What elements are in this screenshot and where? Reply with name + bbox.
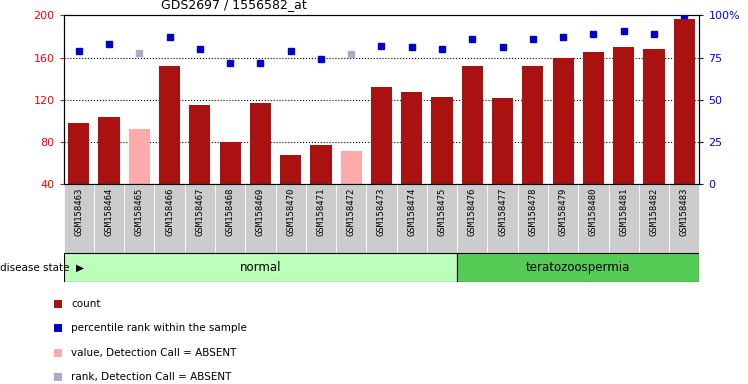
Text: GSM158470: GSM158470	[286, 188, 295, 236]
Bar	[457, 253, 699, 282]
Bar	[643, 49, 664, 184]
Bar	[124, 184, 154, 253]
Text: GSM158479: GSM158479	[559, 188, 568, 236]
Bar	[639, 184, 669, 253]
Text: GSM158480: GSM158480	[589, 188, 598, 236]
Bar	[129, 129, 150, 184]
Bar	[578, 184, 609, 253]
Text: normal: normal	[239, 262, 281, 274]
Text: GSM158469: GSM158469	[256, 188, 265, 236]
Bar	[189, 105, 210, 184]
Text: value, Detection Call = ABSENT: value, Detection Call = ABSENT	[71, 348, 237, 358]
Text: GSM158463: GSM158463	[74, 188, 83, 236]
Text: GSM158472: GSM158472	[347, 188, 356, 236]
Bar	[219, 142, 241, 184]
Text: teratozoospermia: teratozoospermia	[526, 262, 631, 274]
Bar	[250, 103, 271, 184]
Text: count: count	[71, 299, 101, 309]
Text: percentile rank within the sample: percentile rank within the sample	[71, 323, 248, 333]
Text: GDS2697 / 1556582_at: GDS2697 / 1556582_at	[161, 0, 307, 12]
Bar	[669, 184, 699, 253]
Bar	[336, 184, 367, 253]
Bar	[432, 97, 453, 184]
Bar	[94, 184, 124, 253]
Bar	[280, 155, 301, 184]
Text: GSM158467: GSM158467	[195, 188, 204, 236]
Bar	[310, 145, 331, 184]
Bar	[401, 93, 423, 184]
Text: GSM158483: GSM158483	[680, 188, 689, 236]
Bar	[159, 66, 180, 184]
Text: GSM158478: GSM158478	[528, 188, 537, 236]
Bar	[518, 184, 548, 253]
Bar	[340, 151, 362, 184]
Bar	[609, 184, 639, 253]
Text: GSM158468: GSM158468	[226, 188, 235, 236]
Text: rank, Detection Call = ABSENT: rank, Detection Call = ABSENT	[71, 372, 232, 382]
Bar	[488, 184, 518, 253]
Text: GSM158464: GSM158464	[105, 188, 114, 236]
Bar	[64, 253, 457, 282]
Text: disease state  ▶: disease state ▶	[0, 263, 84, 273]
Bar	[674, 18, 695, 184]
Bar	[64, 184, 94, 253]
Bar	[492, 98, 513, 184]
Text: GSM158466: GSM158466	[165, 188, 174, 236]
Text: GSM158471: GSM158471	[316, 188, 325, 236]
Text: GSM158482: GSM158482	[649, 188, 658, 236]
Bar	[613, 47, 634, 184]
Text: GSM158473: GSM158473	[377, 188, 386, 236]
Bar	[275, 184, 306, 253]
Bar	[548, 184, 578, 253]
Text: GSM158465: GSM158465	[135, 188, 144, 236]
Bar	[427, 184, 457, 253]
Text: GSM158475: GSM158475	[438, 188, 447, 236]
Text: GSM158476: GSM158476	[468, 188, 476, 236]
Bar	[553, 58, 574, 184]
Bar	[522, 66, 544, 184]
Bar	[185, 184, 215, 253]
Bar	[154, 184, 185, 253]
Bar	[245, 184, 275, 253]
Bar	[367, 184, 396, 253]
Bar	[396, 184, 427, 253]
Text: GSM158474: GSM158474	[407, 188, 416, 236]
Text: GSM158481: GSM158481	[619, 188, 628, 236]
Text: GSM158477: GSM158477	[498, 188, 507, 236]
Bar	[306, 184, 336, 253]
Bar	[462, 66, 483, 184]
Bar	[68, 123, 89, 184]
Bar	[99, 117, 120, 184]
Bar	[457, 184, 488, 253]
Bar	[215, 184, 245, 253]
Bar	[371, 87, 392, 184]
Bar	[583, 52, 604, 184]
